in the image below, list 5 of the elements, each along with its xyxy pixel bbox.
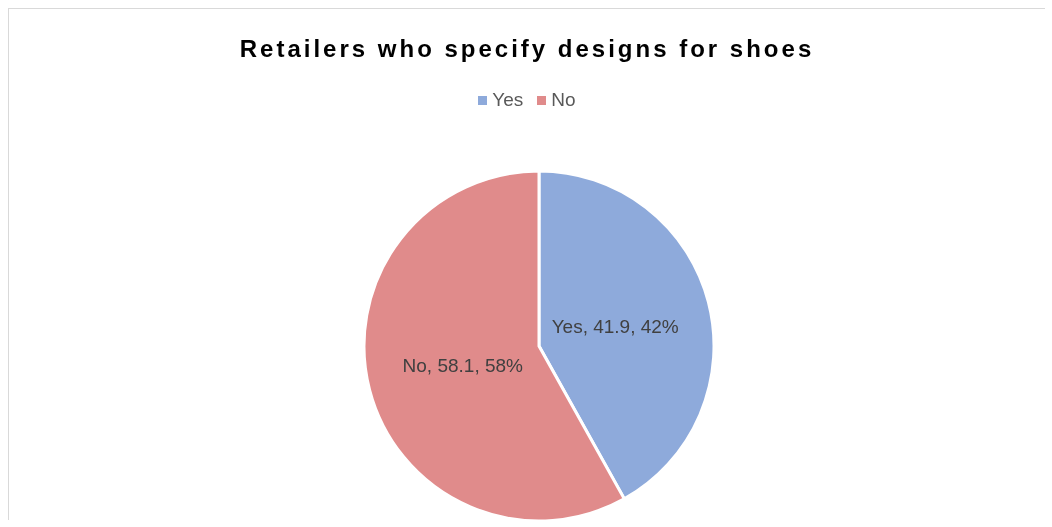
legend-label: Yes: [491, 89, 524, 111]
data-label: Yes, 41.9, 42%: [551, 315, 679, 337]
data-label: No, 58.1, 58%: [402, 355, 524, 377]
chart-title: Retailers who specify designs for shoes: [238, 35, 816, 63]
legend-label: No: [550, 89, 576, 111]
